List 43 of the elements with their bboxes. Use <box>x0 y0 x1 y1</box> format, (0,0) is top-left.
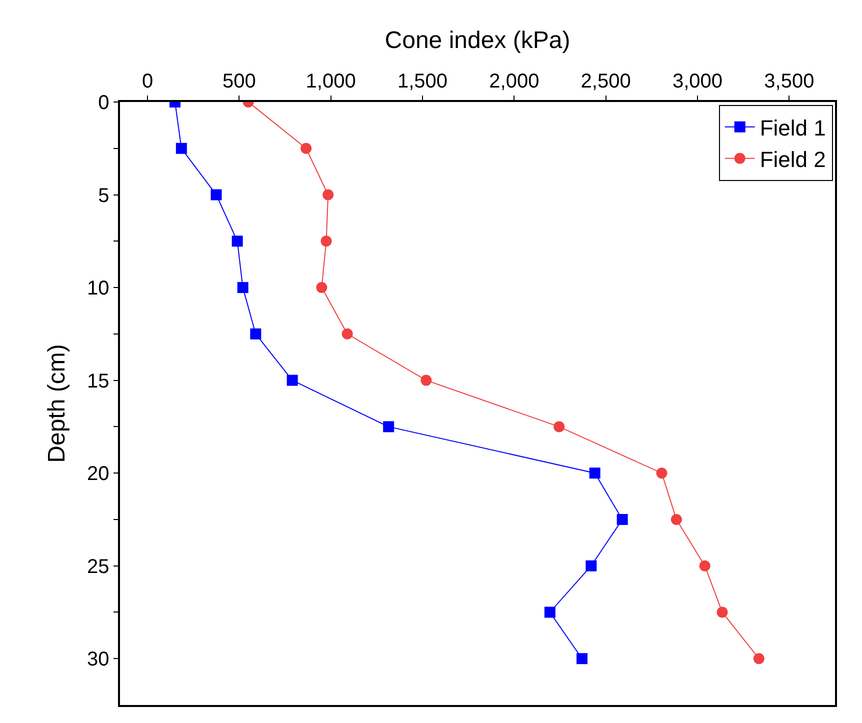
point <box>383 421 394 432</box>
point <box>322 189 334 200</box>
x-tick-label: 2,000 <box>489 70 540 92</box>
x-tick-label: 1,000 <box>306 70 356 92</box>
point <box>316 282 328 294</box>
point <box>753 653 764 664</box>
point <box>616 514 628 525</box>
point <box>286 374 298 386</box>
y-axis-title: Depth (cm) <box>44 344 71 463</box>
x-tick-label: 2,500 <box>580 70 631 92</box>
point <box>656 468 668 479</box>
point <box>320 236 332 247</box>
point <box>699 560 710 572</box>
y-tick-label: 10 <box>87 278 110 300</box>
y-tick-label: 5 <box>98 184 110 207</box>
x-tick-label: 1,500 <box>397 70 448 92</box>
y-tick-label: 20 <box>87 463 110 486</box>
point <box>576 653 588 664</box>
y-tick-label: 30 <box>87 648 110 671</box>
point <box>670 514 682 525</box>
point <box>586 560 597 572</box>
x-tick-label: 0 <box>142 70 154 92</box>
y-tick-label: 25 <box>87 556 110 578</box>
point <box>237 282 248 294</box>
point <box>554 421 565 432</box>
point <box>210 189 222 200</box>
point <box>250 328 262 340</box>
legend-label: Field 2 <box>760 146 826 172</box>
point <box>716 606 728 618</box>
point <box>544 606 556 618</box>
point <box>589 468 600 479</box>
x-tick-label: 500 <box>222 70 256 92</box>
point <box>420 374 432 386</box>
x-axis-title: Cone index (kPa) <box>384 26 570 54</box>
x-tick-label: 3,000 <box>672 70 723 92</box>
legend-label: Field 1 <box>760 115 826 140</box>
x-tick-label: 3,500 <box>764 70 814 92</box>
point <box>176 142 187 154</box>
point <box>342 328 353 340</box>
point <box>300 142 312 154</box>
y-tick-label: 15 <box>87 370 110 392</box>
point <box>232 236 243 247</box>
y-tick-label: 0 <box>98 92 110 114</box>
